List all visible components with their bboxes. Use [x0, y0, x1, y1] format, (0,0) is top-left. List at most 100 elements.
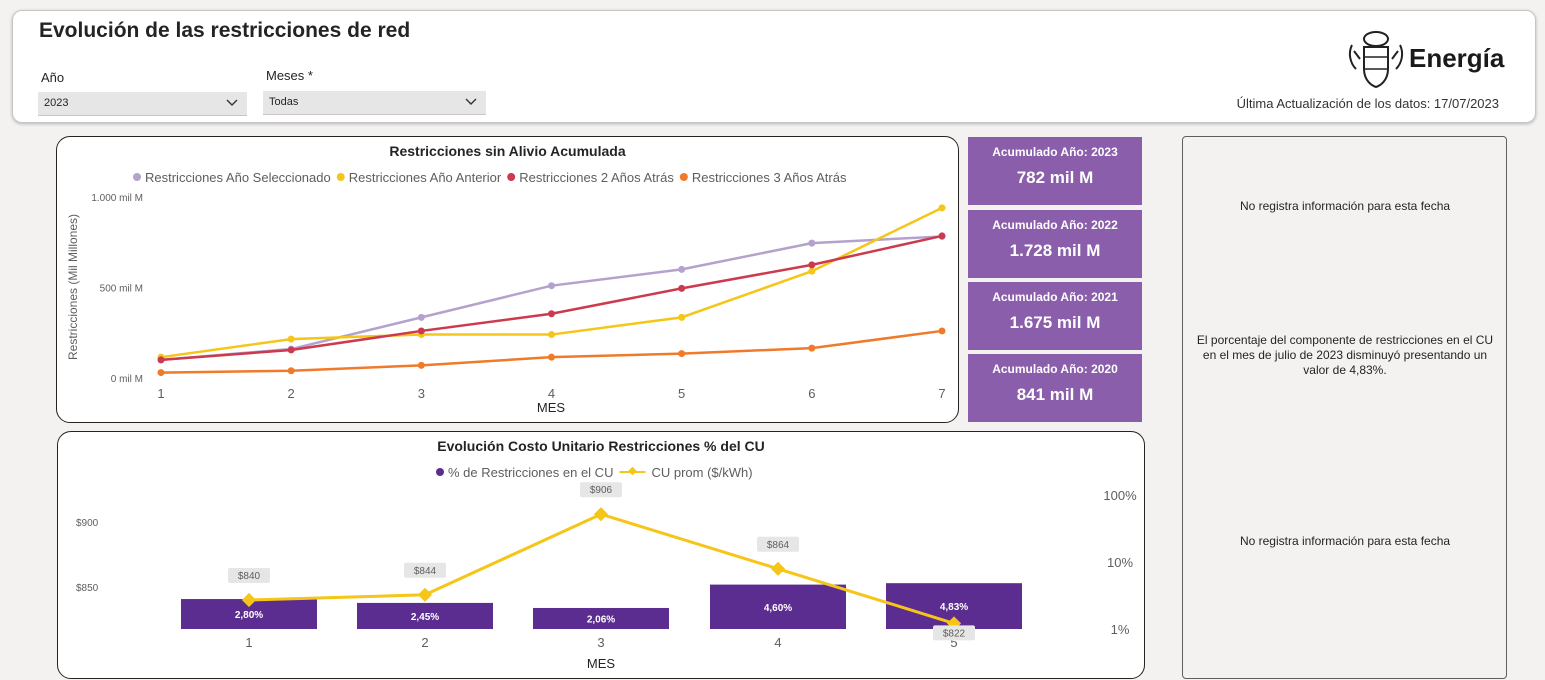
y-tick-label: 500 mil M	[100, 284, 143, 295]
data-point	[678, 265, 686, 273]
cu-combo-chart-card: Evolución Costo Unitario Restricciones %…	[57, 431, 1145, 679]
bar	[533, 607, 669, 629]
months-slicer[interactable]: Todas	[263, 91, 486, 115]
data-point	[938, 232, 946, 240]
months-slicer-value: Todas	[269, 96, 299, 108]
legend-diamond	[628, 466, 637, 476]
brand-name: Energía	[1409, 43, 1505, 73]
right-axis-tick: 100%	[1103, 488, 1137, 503]
kpi-label: Acumulado Año: 2021	[992, 290, 1118, 304]
cu-data-label: $906	[590, 485, 613, 496]
chevron-down-icon	[465, 98, 477, 105]
year-slicer-value: 2023	[44, 97, 69, 109]
x-tick-label: 1	[157, 386, 164, 401]
data-point	[287, 346, 295, 354]
cu-label-bg	[580, 482, 622, 498]
kpi-value: 1.728 mil M	[1009, 241, 1101, 260]
legend-label: CU prom ($/kWh)	[651, 465, 752, 480]
data-point	[808, 261, 816, 269]
data-point	[417, 361, 425, 369]
page-title: Evolución de las restricciones de red	[39, 19, 411, 42]
restricciones-line-chart-card: Restricciones sin Alivio Acumulada Restr…	[56, 136, 959, 423]
kpi-label: Acumulado Año: 2020	[992, 362, 1118, 376]
bar-data-label: 4,83%	[940, 602, 968, 613]
data-point	[417, 313, 425, 321]
y-tick-label: 0 mil M	[111, 374, 143, 385]
cu-data-label: $840	[238, 571, 261, 582]
last-update-text: Última Actualización de los datos: 17/07…	[1236, 96, 1499, 111]
chevron-down-icon	[226, 99, 238, 106]
coat-of-arms-logo	[1348, 31, 1404, 89]
x-tick-label: 4	[548, 386, 555, 401]
left-axis-tick: $850	[76, 583, 99, 594]
legend-label: Restricciones 3 Años Atrás	[692, 170, 847, 185]
side-info-panel: No registra información para esta fecha …	[1182, 136, 1507, 679]
y-axis-label: Restricciones (Mil Millones)	[66, 214, 80, 360]
x-tick-label: 3	[418, 386, 425, 401]
months-slicer-label: Meses *	[266, 68, 313, 83]
data-point	[287, 335, 295, 343]
kpi-value: 841 mil M	[1016, 385, 1094, 404]
side-note-top: No registra información para esta fecha	[1239, 199, 1451, 213]
cu-point	[241, 592, 257, 608]
bar-data-label: 4,60%	[764, 603, 792, 614]
x-tick-label: 1	[245, 635, 252, 650]
legend-marker	[336, 173, 345, 181]
x-tick-label: 5	[678, 386, 685, 401]
x-tick-label: 4	[774, 635, 781, 650]
side-note-bottom: No registra información para esta fecha	[1239, 534, 1451, 548]
data-point	[808, 239, 816, 247]
bar-data-label: 2,06%	[587, 614, 615, 625]
data-point	[808, 344, 816, 352]
kpi-label: Acumulado Año: 2023	[992, 145, 1118, 159]
legend-label: Restricciones Año Seleccionado	[145, 170, 331, 185]
legend-marker	[133, 173, 141, 181]
legend-label: Restricciones 2 Años Atrás	[519, 170, 674, 185]
x-tick-label: 2	[421, 635, 428, 650]
legend-label: % de Restricciones en el CU	[448, 465, 613, 480]
data-point	[808, 267, 816, 275]
bar	[710, 584, 846, 629]
cu-line	[248, 512, 955, 625]
cu-point	[417, 587, 433, 602]
x-axis-label: MES	[537, 400, 566, 415]
cu-point	[593, 507, 609, 522]
data-point	[678, 350, 686, 358]
x-tick-label: 5	[950, 635, 957, 650]
cu-label-bg	[933, 625, 975, 641]
data-point	[417, 327, 425, 335]
kpi-card-2021: Acumulado Año: 2021 1.675 mil M	[968, 282, 1142, 350]
combo-chart: % de Restricciones en el CU CU prom ($/kW…	[76, 465, 1137, 671]
combo-chart-title: Evolución Costo Unitario Restricciones %…	[437, 438, 765, 454]
left-axis-tick: $900	[76, 518, 99, 529]
cu-data-label: $864	[767, 540, 790, 551]
cu-label-bg	[404, 562, 446, 578]
bar-data-label: 2,45%	[411, 612, 439, 623]
right-axis-tick: 1%	[1111, 622, 1130, 637]
line-chart: Restricciones Año Seleccionado Restriccio…	[66, 170, 946, 415]
data-point	[548, 353, 555, 361]
cu-label-bg	[228, 568, 270, 583]
kpi-card-2020: Acumulado Año: 2020 841 mil M	[968, 354, 1142, 422]
cu-data-label: $844	[414, 566, 437, 577]
data-point	[157, 356, 165, 364]
data-point	[157, 369, 165, 377]
year-slicer[interactable]: 2023	[38, 92, 247, 116]
kpi-value: 1.675 mil M	[1009, 313, 1101, 332]
year-slicer-label: Año	[41, 70, 65, 85]
cu-data-label: $822	[943, 628, 966, 639]
data-point	[678, 313, 686, 321]
legend-marker	[679, 173, 688, 181]
cu-point	[770, 561, 786, 576]
data-point	[938, 204, 946, 212]
x-tick-label: 6	[808, 386, 815, 401]
data-point	[548, 331, 555, 339]
bar-data-label: 2,80%	[235, 610, 263, 621]
data-point	[287, 367, 295, 375]
data-point	[678, 284, 686, 292]
data-point	[548, 282, 555, 290]
legend-marker	[436, 468, 444, 476]
y-tick-label: 1.000 mil M	[91, 193, 143, 204]
right-axis-tick: 10%	[1107, 555, 1133, 570]
legend-marker	[507, 173, 516, 181]
